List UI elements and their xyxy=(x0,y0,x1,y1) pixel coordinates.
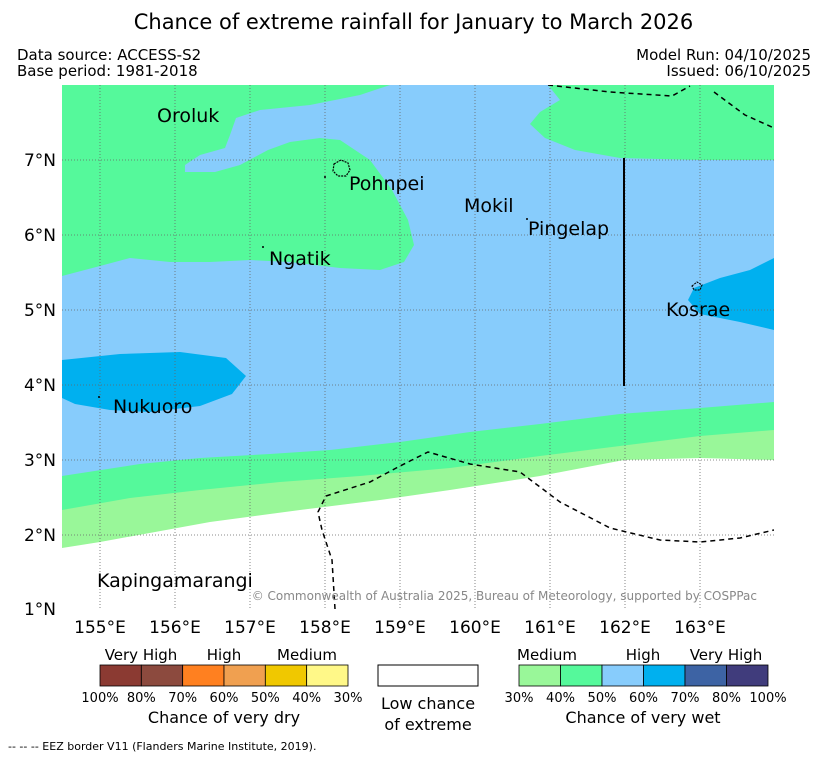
dry-percent-label-3: 60% xyxy=(210,691,239,706)
wet-percent-label-4: 70% xyxy=(671,691,700,706)
dry-group-very-high: Very High xyxy=(105,646,178,664)
wet-swatch-3 xyxy=(643,664,686,687)
legend-wet: Medium High Very High 30% 40% 50% 60% 70% 80%… xyxy=(505,646,787,727)
label-oroluk: Oroluk xyxy=(157,105,219,127)
label-nukuoro: Nukuoro xyxy=(113,396,192,418)
lat-tick-5: 5°N xyxy=(24,301,56,321)
lon-tick-159: 159°E xyxy=(374,618,426,638)
label-ngatik: Ngatik xyxy=(269,248,331,270)
wet-swatch-1 xyxy=(560,664,603,687)
map-title: Chance of extreme rainfall for January t… xyxy=(133,10,694,34)
wet-percent-label-2: 50% xyxy=(588,691,617,706)
lon-tick-163: 163°E xyxy=(674,618,726,638)
lon-tick-162: 162°E xyxy=(599,618,651,638)
dry-group-high: High xyxy=(207,646,241,664)
wet-40-50-patch-west xyxy=(62,85,414,276)
lon-tick-160: 160°E xyxy=(449,618,501,638)
wet-swatch-0 xyxy=(518,664,561,687)
wet-percent-label-5: 80% xyxy=(712,691,741,706)
ngatik-atoll xyxy=(262,246,264,248)
lat-tick-2: 2°N xyxy=(24,526,56,546)
wet-percent-label-1: 40% xyxy=(546,691,575,706)
eez-note: -- -- -- EEZ border V11 (Flanders Marine… xyxy=(8,740,317,753)
pohnpei-island xyxy=(332,159,351,177)
wet-percent-label-0: 30% xyxy=(505,691,534,706)
legend-low: Low chance of extreme xyxy=(377,664,479,734)
label-kapingamarangi: Kapingamarangi xyxy=(97,570,253,592)
lon-tick-155: 155°E xyxy=(74,618,126,638)
wet-group-very-high: Very High xyxy=(690,646,763,664)
model-run: Model Run: 04/10/2025 xyxy=(636,46,811,64)
wet-swatches xyxy=(518,664,769,687)
label-mokil: Mokil xyxy=(464,195,514,217)
dry-percent-label-4: 50% xyxy=(251,691,280,706)
wet-swatch-4 xyxy=(684,664,727,687)
wet-group-medium: Medium xyxy=(517,646,577,664)
data-source: Data source: ACCESS-S2 xyxy=(17,46,202,64)
dry-percent-label-1: 80% xyxy=(127,691,156,706)
wet-percent-label-3: 60% xyxy=(629,691,658,706)
dry-swatch-5 xyxy=(306,664,349,687)
dry-percent-labels: 100% 80% 70% 60% 50% 40% 30% xyxy=(81,691,362,706)
wet-percent-labels: 30% 40% 50% 60% 70% 80% 100% xyxy=(505,691,787,706)
lat-tick-3: 3°N xyxy=(24,451,56,471)
wet-swatch-5 xyxy=(726,664,769,687)
pingelap-atoll xyxy=(526,218,528,220)
wet-60-70-patch-kosrae xyxy=(688,258,774,330)
dry-percent-label-6: 30% xyxy=(334,691,363,706)
dry-swatch-2 xyxy=(182,664,225,687)
lat-tick-4: 4°N xyxy=(24,376,56,396)
legend-dry: Very High High Medium 100% 80% 70% 60% 50% 40… xyxy=(81,646,362,727)
eez-border xyxy=(317,85,774,609)
low-caption-line1: Low chance xyxy=(381,694,475,713)
dry-group-medium: Medium xyxy=(277,646,337,664)
wet-60-70-patch-nukuoro xyxy=(62,352,246,412)
map-area: Oroluk Pohnpei Mokil Pingelap Ngatik Kos… xyxy=(62,85,774,609)
metadata-left: Data source: ACCESS-S2 Base period: 1981… xyxy=(17,47,201,79)
dry-caption: Chance of very dry xyxy=(148,708,300,727)
wet-40-50-patch-east xyxy=(530,85,774,160)
lon-tick-158: 158°E xyxy=(299,618,351,638)
dry-swatch-1 xyxy=(140,664,184,687)
lat-axis: 7°N 6°N 5°N 4°N 3°N 2°N 1°N xyxy=(24,151,56,620)
ant-atoll xyxy=(324,176,326,178)
kosrae-island xyxy=(691,281,703,291)
lon-tick-156: 156°E xyxy=(149,618,201,638)
dry-swatch-3 xyxy=(223,664,266,687)
issued-date: Issued: 06/10/2025 xyxy=(666,62,811,80)
label-pohnpei: Pohnpei xyxy=(349,173,425,195)
lon-tick-161: 161°E xyxy=(524,618,576,638)
lat-tick-1: 1°N xyxy=(24,600,56,620)
low-caption-line2: of extreme xyxy=(384,715,471,734)
wet-caption: Chance of very wet xyxy=(565,708,720,727)
dry-percent-label-5: 40% xyxy=(292,691,321,706)
lon-tick-157: 157°E xyxy=(224,618,276,638)
wet-swatch-2 xyxy=(601,664,644,687)
nukuoro-atoll xyxy=(98,396,100,398)
label-pingelap: Pingelap xyxy=(528,218,609,240)
label-kosrae: Kosrae xyxy=(666,299,730,321)
dry-swatch-0 xyxy=(99,664,142,687)
dry-swatch-4 xyxy=(264,664,308,687)
base-period: Base period: 1981-2018 xyxy=(17,62,198,80)
wet-group-high: High xyxy=(626,646,660,664)
low-chance-swatch xyxy=(377,664,479,687)
copyright-notice: © Commonwealth of Australia 2025, Bureau… xyxy=(252,589,757,603)
dry-swatches xyxy=(99,664,349,687)
lon-axis: 155°E 156°E 157°E 158°E 159°E 160°E 161°… xyxy=(74,618,726,638)
dry-percent-label-0: 100% xyxy=(81,691,118,706)
metadata-right: Model Run: 04/10/2025 Issued: 06/10/2025 xyxy=(636,47,811,79)
wet-percent-label-6: 100% xyxy=(749,691,786,706)
lat-tick-6: 6°N xyxy=(24,226,56,246)
dry-percent-label-2: 70% xyxy=(168,691,197,706)
lat-tick-7: 7°N xyxy=(24,151,56,171)
